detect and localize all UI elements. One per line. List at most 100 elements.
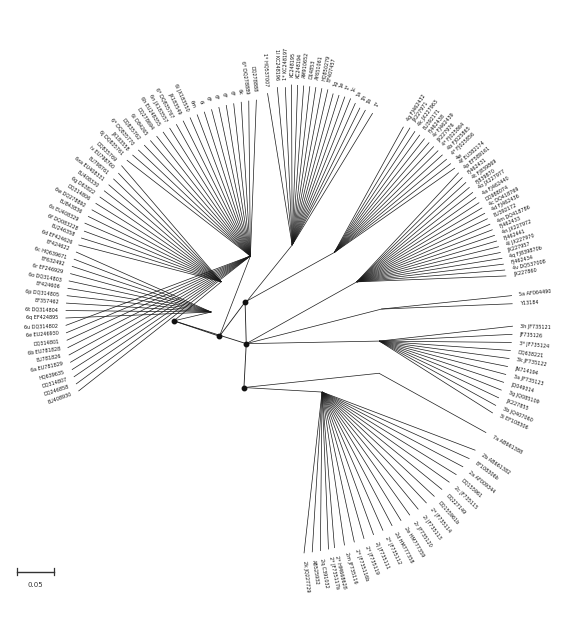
Text: EU408930: EU408930 [47, 391, 72, 404]
Text: 6*: 6* [229, 90, 235, 97]
Text: 2* JF735114: 2* JF735114 [429, 508, 452, 534]
Text: 6g D63822: 6g D63822 [70, 176, 95, 195]
Text: 4r FJ462439: 4r FJ462439 [432, 113, 455, 139]
Text: 4v DQ537008: 4v DQ537008 [512, 259, 546, 271]
Text: DQ835762: DQ835762 [121, 117, 141, 141]
Text: 2j JF735111: 2j JF735111 [374, 541, 390, 569]
Text: JX227976: JX227976 [437, 122, 457, 142]
Text: 1e: 1e [339, 81, 345, 88]
Text: 6q EF424895: 6q EF424895 [26, 315, 58, 321]
Text: EF632492: EF632492 [40, 256, 66, 267]
Text: JX227971: JX227971 [412, 101, 430, 123]
Text: AB525932: AB525932 [311, 559, 319, 585]
Text: 2* JF735119: 2* JF735119 [364, 545, 380, 575]
Text: 6u DQ314802: 6u DQ314802 [24, 323, 58, 329]
Text: 1* HQ537007: 1* HQ537007 [263, 52, 270, 86]
Text: 1*: 1* [345, 83, 351, 90]
Text: 1h: 1h [360, 94, 367, 102]
Text: EU798761: EU798761 [87, 156, 109, 176]
Text: DQ278694: DQ278694 [136, 107, 154, 131]
Text: EF108306b: EF108306b [474, 461, 499, 481]
Text: 3g JQ085109: 3g JQ085109 [508, 390, 539, 404]
Text: 4w: 4w [455, 152, 463, 160]
Text: 2* JF735117b: 2* JF735117b [328, 556, 339, 590]
Text: DQ988074: DQ988074 [484, 184, 510, 201]
Text: 4k JX227963: 4k JX227963 [417, 99, 439, 127]
Text: 2r JF735120: 2r JF735120 [412, 520, 433, 548]
Text: EU408330: EU408330 [76, 169, 100, 188]
Text: 1a: 1a [356, 90, 363, 97]
Text: 2d HM777358: 2d HM777358 [393, 531, 414, 564]
Text: JX183549: JX183549 [168, 92, 182, 115]
Text: 4p EF589161: 4p EF589161 [463, 146, 491, 170]
Text: DQ155961: DQ155961 [461, 478, 483, 499]
Text: 6r EF246929: 6r EF246929 [32, 263, 63, 275]
Text: 4c DQ418769: 4c DQ418769 [487, 186, 519, 207]
Text: EU246358: EU246358 [50, 223, 75, 237]
Text: 4* FJ025864: 4* FJ025864 [442, 121, 466, 147]
Text: 3h JF735121: 3h JF735121 [520, 324, 551, 330]
Text: DQ246858: DQ246858 [43, 384, 70, 397]
Text: 6c HQ639671: 6c HQ639671 [34, 245, 67, 259]
Text: Y13184: Y13184 [520, 300, 539, 306]
Text: 4m DQ418786: 4m DQ418786 [496, 204, 531, 223]
Text: 6e EU246930: 6e EU246930 [26, 331, 59, 338]
Text: DQ155961b: DQ155961b [437, 501, 461, 526]
Text: 6*: 6* [213, 94, 219, 100]
Text: FJ462438: FJ462438 [428, 113, 446, 134]
Text: DQ227149: DQ227149 [445, 494, 467, 516]
Text: 2k JQ227729: 2k JQ227729 [302, 560, 311, 592]
Text: HQ639635: HQ639635 [39, 369, 66, 380]
Text: EF357462: EF357462 [34, 298, 59, 305]
Text: FJ462431: FJ462431 [467, 157, 488, 175]
Text: HQ850279: HQ850279 [321, 55, 331, 81]
Text: 2* HM668628: 2* HM668628 [334, 555, 347, 589]
Text: 2* JF735116b: 2* JF735116b [355, 549, 369, 582]
Text: FJ462433: FJ462433 [499, 216, 522, 229]
Text: iv EU798760: iv EU798760 [88, 146, 115, 170]
Text: 2m JF735116: 2m JF735116 [344, 552, 358, 584]
Text: DQ278888: DQ278888 [250, 66, 258, 93]
Text: DQ314806: DQ314806 [66, 183, 91, 202]
Text: DQ314807: DQ314807 [41, 377, 67, 389]
Text: 3a JF735123: 3a JF735123 [512, 374, 544, 386]
Text: 1b: 1b [366, 97, 373, 104]
Text: JX227860: JX227860 [513, 268, 538, 277]
Text: 6n JX183557: 6n JX183557 [148, 93, 168, 123]
Text: 5a AF064490: 5a AF064490 [519, 289, 552, 298]
Text: 6l: 6l [198, 100, 204, 106]
Text: 6i JX183550: 6i JX183550 [173, 83, 189, 112]
Text: EU392172: EU392172 [493, 202, 518, 218]
Text: FJ839870: FJ839870 [474, 168, 496, 185]
Text: 3* JF735124: 3* JF735124 [519, 341, 549, 349]
Text: EU392171: EU392171 [422, 107, 442, 130]
Text: 3b JQ407060: 3b JQ407060 [502, 406, 533, 422]
Text: 4n JX227972: 4n JX227972 [501, 219, 532, 235]
Text: 6* DQ835770: 6* DQ835770 [110, 117, 136, 146]
Text: 3i EF108306: 3i EF108306 [499, 414, 528, 431]
Text: 4o JX227977: 4o JX227977 [478, 169, 507, 190]
Text: 6k: 6k [237, 88, 242, 95]
Text: 6w DQ278892: 6w DQ278892 [54, 186, 87, 208]
Text: 6f DQ083228: 6f DQ083228 [46, 212, 78, 230]
Text: 4g FJ462432: 4g FJ462432 [405, 93, 426, 122]
Text: 1l KC248196: 1l KC248196 [274, 49, 280, 80]
Text: DQ638221: DQ638221 [518, 349, 544, 357]
Text: 1* KC248197: 1* KC248197 [283, 48, 289, 80]
Text: AY651061: AY651061 [315, 55, 323, 80]
Text: 6* DQ835767: 6* DQ835767 [155, 87, 175, 119]
Text: EU781826: EU781826 [36, 354, 62, 363]
Text: 2* JF735112: 2* JF735112 [384, 536, 402, 565]
Text: 2b AB661382: 2b AB661382 [480, 452, 511, 475]
Text: 4q FJ839870b: 4q FJ839870b [509, 245, 543, 259]
Text: 4l JX227970: 4l JX227970 [505, 233, 535, 247]
Text: 4t FJ839869: 4t FJ839869 [471, 158, 497, 180]
Text: 2a AF009344: 2a AF009344 [467, 469, 496, 494]
Text: 6s EU408329: 6s EU408329 [48, 204, 79, 222]
Text: JX227855: JX227855 [505, 398, 529, 411]
Text: 6p DQ314805: 6p DQ314805 [25, 289, 60, 298]
Text: 2e HM777359: 2e HM777359 [403, 526, 425, 558]
Text: 6m: 6m [189, 99, 197, 109]
Text: 6o DQ314803: 6o DQ314803 [28, 271, 62, 282]
Text: 6*: 6* [205, 96, 211, 103]
